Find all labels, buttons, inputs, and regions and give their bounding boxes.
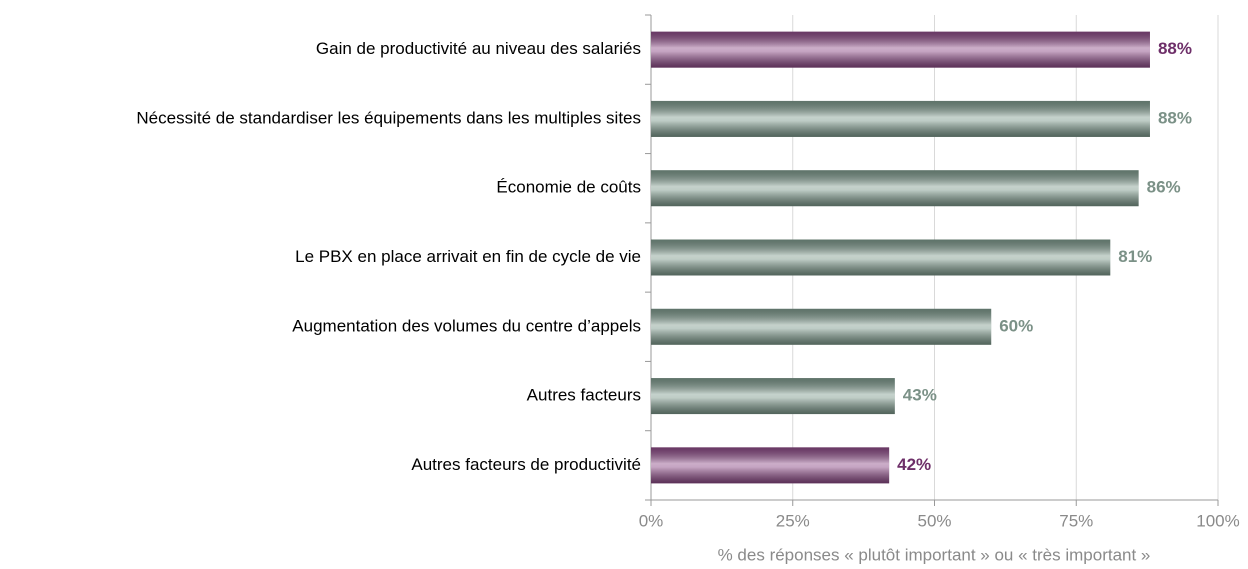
x-tick-label: 75% [1059, 511, 1093, 530]
value-label: 43% [903, 386, 937, 405]
category-label: Le PBX en place arrivait en fin de cycle… [295, 247, 641, 266]
category-label: Autres facteurs de productivité [411, 455, 641, 474]
x-tick-label: 50% [917, 511, 951, 530]
category-label: Augmentation des volumes du centre d’app… [292, 316, 641, 335]
value-label: 60% [999, 316, 1033, 335]
x-tick-label: 0% [639, 511, 664, 530]
bar-shine [651, 239, 1111, 276]
bar-shine [651, 100, 1150, 137]
bar-shine [651, 308, 992, 345]
bar-shine [651, 170, 1139, 207]
category-label: Nécessité de standardiser les équipement… [136, 108, 641, 127]
value-label: 42% [897, 455, 931, 474]
bar-shine [651, 31, 1150, 68]
category-label: Économie de coûts [496, 178, 641, 197]
value-label: 88% [1158, 108, 1192, 127]
category-label: Autres facteurs [527, 386, 641, 405]
category-label: Gain de productivité au niveau des salar… [316, 39, 641, 58]
x-tick-label: 25% [776, 511, 810, 530]
bar-shine [651, 447, 890, 484]
x-tick-label: 100% [1196, 511, 1239, 530]
value-label: 86% [1147, 178, 1181, 197]
x-axis-label: % des réponses « plutôt important » ou «… [718, 545, 1151, 564]
value-label: 88% [1158, 39, 1192, 58]
bar-shine [651, 378, 895, 415]
value-label: 81% [1118, 247, 1152, 266]
